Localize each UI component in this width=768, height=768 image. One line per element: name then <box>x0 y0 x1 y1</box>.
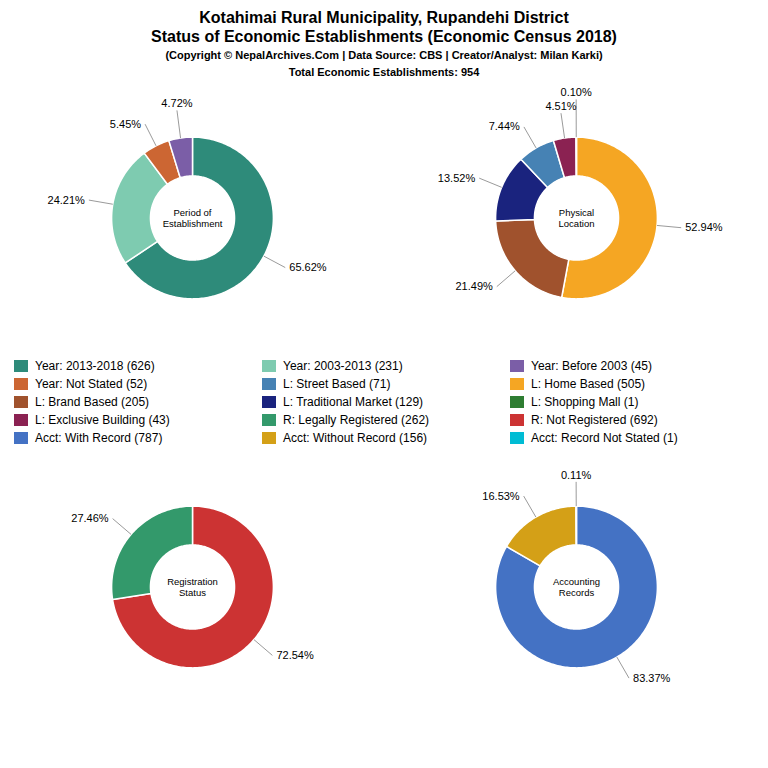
html-text:(Copyright © NepalArchives.Com: (Copyright © NepalArchives.Com | Data So… <box>165 49 603 61</box>
html-text:Year: Not Stated (52): Year: Not Stated (52) <box>35 377 148 391</box>
html-text:Year: 2013-2018 (626): Year: 2013-2018 (626) <box>35 359 155 373</box>
html-text:L: Street Based (71): L: Street Based (71) <box>283 377 391 391</box>
html-text:Acct: Record Not Stated (1): Acct: Record Not Stated (1) <box>531 431 678 445</box>
svg-text:PhysicalLocation: PhysicalLocation <box>559 207 595 229</box>
svg-text:52.94%: 52.94% <box>685 221 723 233</box>
svg-text:7.44%: 7.44% <box>489 120 520 132</box>
svg-text:65.62%: 65.62% <box>289 261 327 273</box>
svg-text:72.54%: 72.54% <box>276 649 314 661</box>
svg-text:0.10%: 0.10% <box>561 86 592 98</box>
svg-text:27.46%: 27.46% <box>71 512 109 524</box>
html-text:Year: 2003-2013 (231): Year: 2003-2013 (231) <box>283 359 403 373</box>
html-text:Status of Economic Establishme: Status of Economic Establishments (Econo… <box>151 28 617 45</box>
html-text:Acct: Without Record (156): Acct: Without Record (156) <box>283 431 428 445</box>
html-text:R: Not Registered (692): R: Not Registered (692) <box>531 413 658 427</box>
html-text:L: Brand Based (205): L: Brand Based (205) <box>35 395 150 409</box>
html-text:L: Exclusive Building (43): L: Exclusive Building (43) <box>35 413 170 427</box>
html-text:Year: Before 2003 (45): Year: Before 2003 (45) <box>531 359 652 373</box>
svg-text:21.49%: 21.49% <box>455 280 493 292</box>
html-text:Kotahimai Rural Municipality,: Kotahimai Rural Municipality, Rupandehi … <box>199 9 569 26</box>
html-text:L: Traditional Market (129): L: Traditional Market (129) <box>283 395 424 409</box>
svg-text:24.21%: 24.21% <box>48 194 86 206</box>
svg-text:AccountingRecords: AccountingRecords <box>553 576 600 598</box>
html-text:Acct: With Record (787): Acct: With Record (787) <box>35 431 163 445</box>
svg-text:13.52%: 13.52% <box>438 172 476 184</box>
svg-text:5.45%: 5.45% <box>110 118 141 130</box>
svg-text:4.72%: 4.72% <box>161 97 192 109</box>
html-text:R: Legally Registered (262): R: Legally Registered (262) <box>283 413 430 427</box>
html-text:L: Shopping Mall (1): L: Shopping Mall (1) <box>531 395 639 409</box>
html-text:Total Economic Establishments:: Total Economic Establishments: 954 <box>288 66 480 78</box>
svg-text:RegistrationStatus: RegistrationStatus <box>167 576 218 598</box>
svg-text:16.53%: 16.53% <box>482 490 520 502</box>
svg-text:Period ofEstablishment: Period ofEstablishment <box>163 207 223 229</box>
svg-text:4.51%: 4.51% <box>545 100 576 112</box>
svg-text:0.11%: 0.11% <box>561 469 592 481</box>
html-text:L: Home Based (505): L: Home Based (505) <box>531 377 646 391</box>
svg-text:83.37%: 83.37% <box>633 672 671 684</box>
